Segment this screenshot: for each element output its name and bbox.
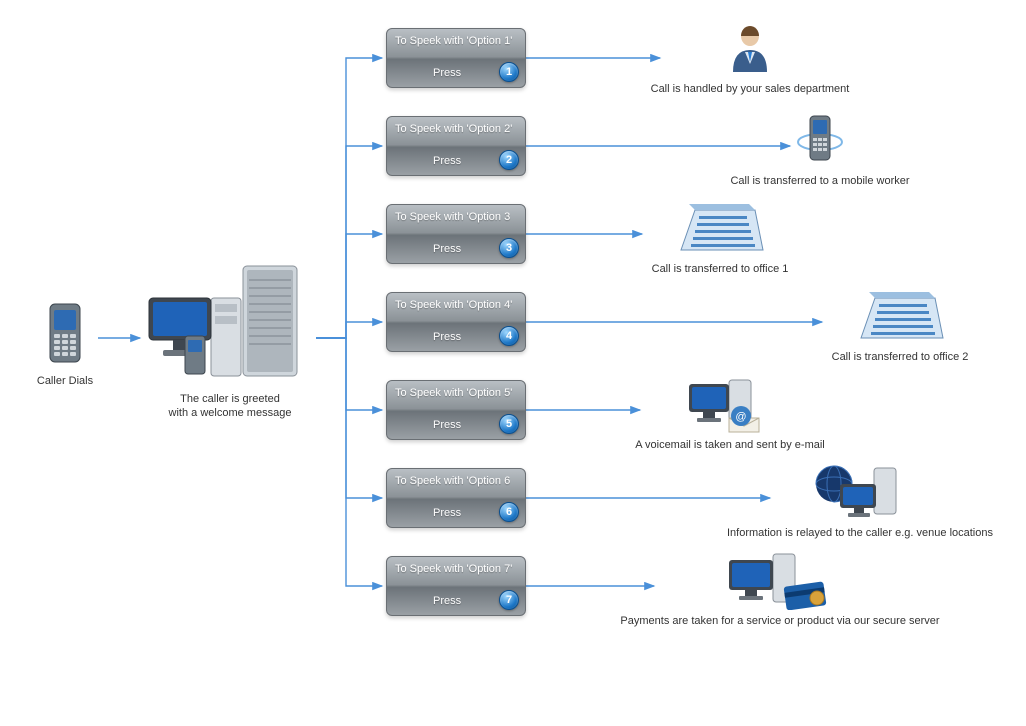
option-press-label: Press (433, 419, 461, 431)
destination-label: Call is transferred to office 2 (800, 350, 1000, 364)
caller-label: Caller Dials (30, 374, 100, 388)
option-press-label: Press (433, 155, 461, 167)
destination-label: Call is handled by your sales department (620, 82, 880, 96)
destination-label: Information is relayed to the caller e.g… (700, 526, 1020, 540)
destination-node-4: Call is transferred to office 2 (800, 286, 1000, 364)
person-icon (620, 22, 880, 78)
destination-label: Call is transferred to office 1 (620, 262, 820, 276)
destination-label: Payments are taken for a service or prod… (600, 614, 960, 628)
caller-node: Caller Dials (30, 300, 100, 388)
option-number-badge: 6 (499, 502, 519, 522)
option-box-2: To Speek with 'Option 2' Press 2 (386, 116, 526, 176)
option-press-label: Press (433, 243, 461, 255)
option-title: To Speek with 'Option 4' (395, 299, 517, 311)
destination-node-7: Payments are taken for a service or prod… (600, 550, 960, 628)
option-press-label: Press (433, 67, 461, 79)
destination-node-2: Call is transferred to a mobile worker (720, 110, 920, 188)
option-title: To Speek with 'Option 7' (395, 563, 517, 575)
server-cluster-icon (140, 258, 320, 388)
destination-node-1: Call is handled by your sales department (620, 22, 880, 96)
option-number-badge: 2 (499, 150, 519, 170)
destination-label: Call is transferred to a mobile worker (720, 174, 920, 188)
svg-text:@: @ (735, 411, 746, 423)
option-number-badge: 1 (499, 62, 519, 82)
destination-node-6: Information is relayed to the caller e.g… (700, 462, 1020, 540)
option-press-label: Press (433, 595, 461, 607)
option-number-badge: 5 (499, 414, 519, 434)
mobile-icon (720, 110, 920, 170)
option-box-5: To Speek with 'Option 5' Press 5 (386, 380, 526, 440)
building-icon (800, 286, 1000, 346)
option-box-3: To Speek with 'Option 3 Press 3 (386, 204, 526, 264)
destination-node-3: Call is transferred to office 1 (620, 198, 820, 276)
globe-computer-icon (700, 462, 1020, 522)
option-number-badge: 7 (499, 590, 519, 610)
option-title: To Speek with 'Option 6 (395, 475, 517, 487)
payment-icon (600, 550, 960, 610)
destination-node-5: @ A voicemail is taken and sent by e-mail (600, 374, 860, 452)
option-title: To Speek with 'Option 2' (395, 123, 517, 135)
option-title: To Speek with 'Option 3 (395, 211, 517, 223)
option-title: To Speek with 'Option 5' (395, 387, 517, 399)
voicemail-icon: @ (600, 374, 860, 434)
option-press-label: Press (433, 507, 461, 519)
greeting-node: The caller is greeted with a welcome mes… (140, 258, 320, 421)
option-box-6: To Speek with 'Option 6 Press 6 (386, 468, 526, 528)
building-icon (620, 198, 820, 258)
option-box-4: To Speek with 'Option 4' Press 4 (386, 292, 526, 352)
destination-label: A voicemail is taken and sent by e-mail (600, 438, 860, 452)
option-title: To Speek with 'Option 1' (395, 35, 517, 47)
option-number-badge: 3 (499, 238, 519, 258)
greeting-label: The caller is greeted with a welcome mes… (140, 392, 320, 421)
option-box-1: To Speek with 'Option 1' Press 1 (386, 28, 526, 88)
option-box-7: To Speek with 'Option 7' Press 7 (386, 556, 526, 616)
phone-icon (30, 300, 100, 370)
option-press-label: Press (433, 331, 461, 343)
option-number-badge: 4 (499, 326, 519, 346)
